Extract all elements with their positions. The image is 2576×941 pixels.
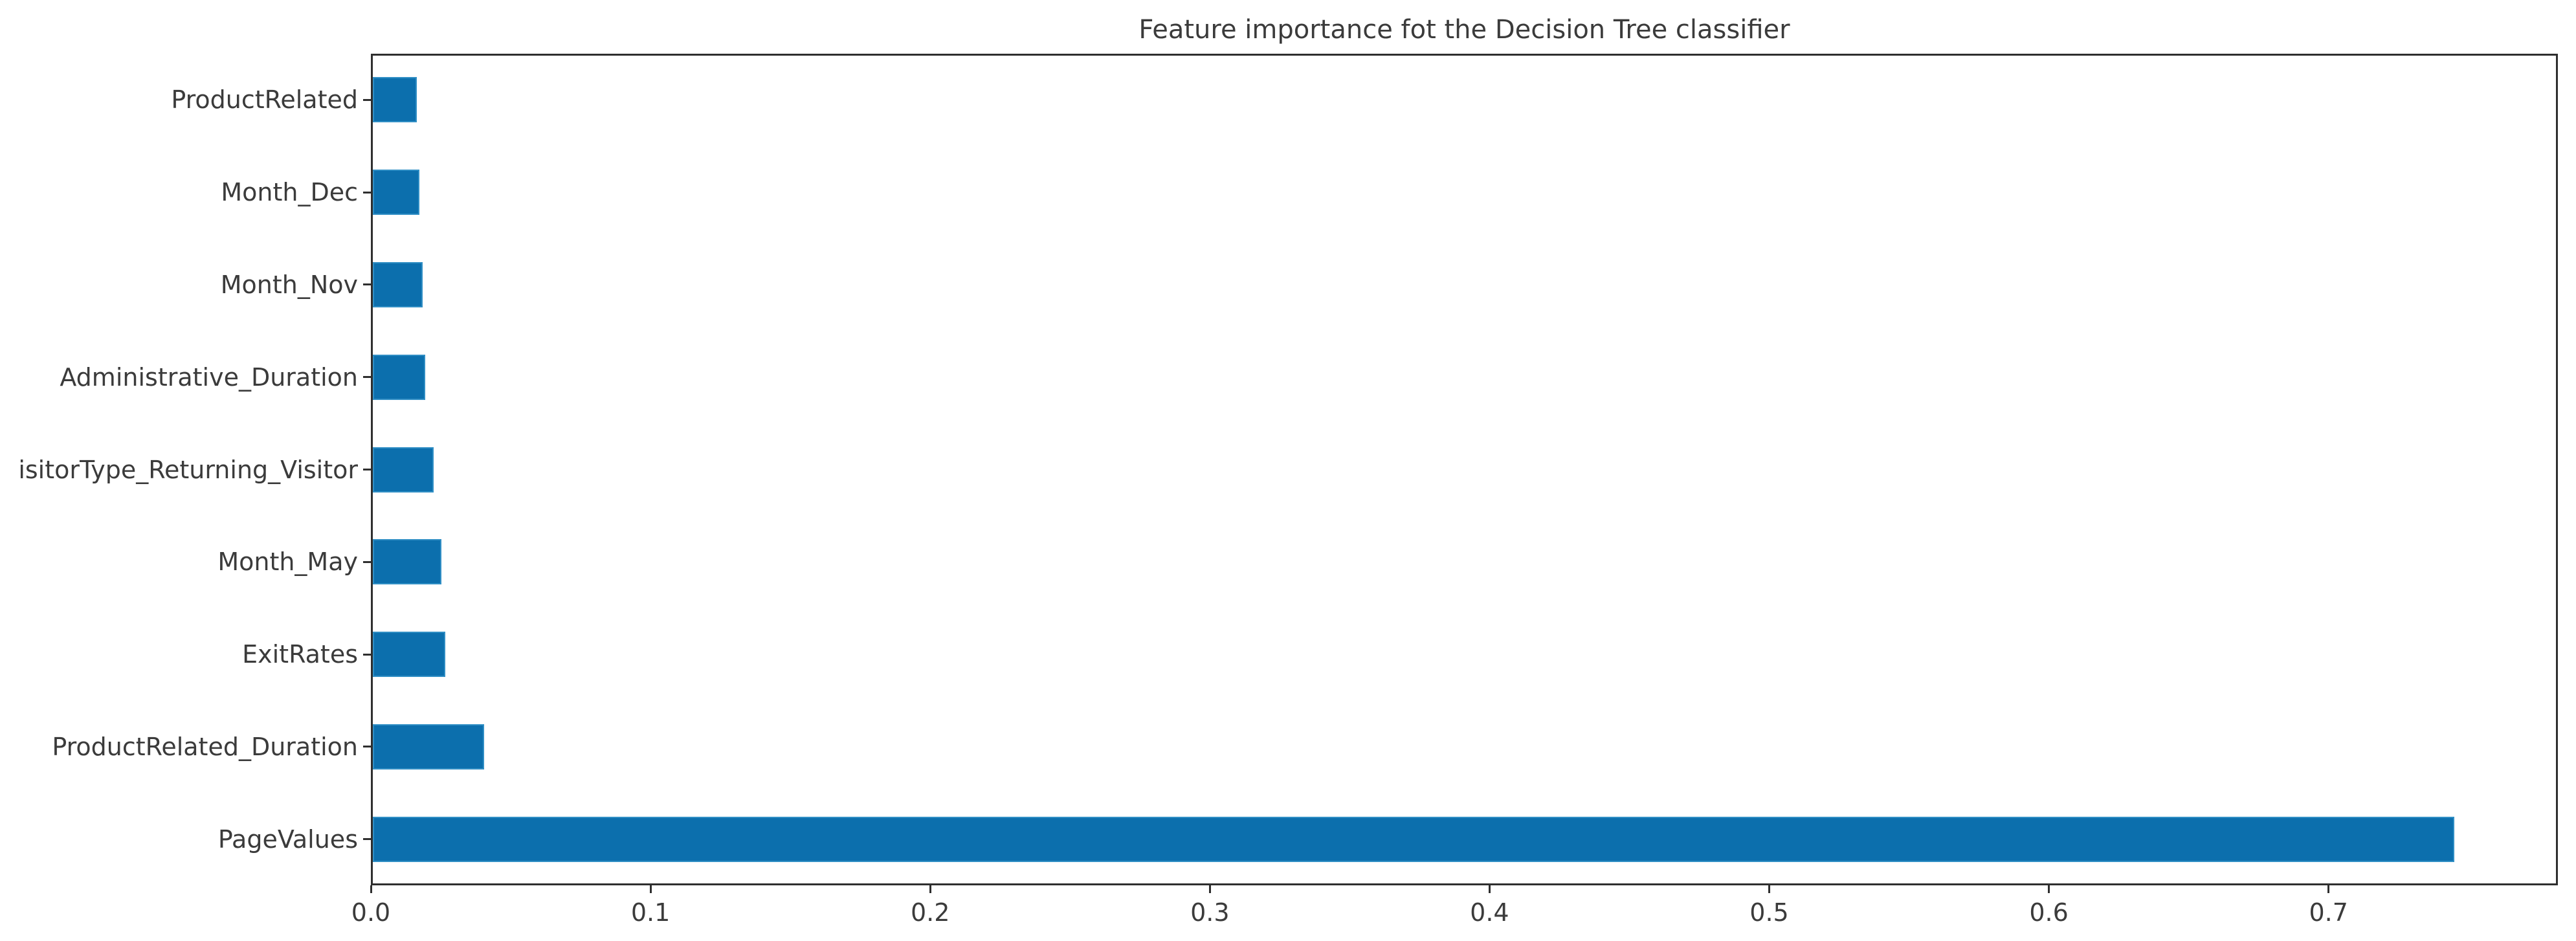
x-tick-label-0.0: 0.0 [351, 898, 391, 927]
y-tick-label-exitrates: ExitRates [242, 640, 358, 669]
x-tick-mark [2048, 885, 2050, 893]
bar-month-dec [373, 170, 419, 216]
x-tick-mark [1488, 885, 1491, 893]
y-tick-mark [363, 191, 371, 194]
y-tick-label-pagevalues: PageValues [217, 825, 358, 854]
y-tick-label-isitortype-returning-visitor: isitorType_Returning_Visitor [18, 455, 358, 484]
x-tick-label-0.2: 0.2 [910, 898, 950, 927]
x-tick-label-0.6: 0.6 [2029, 898, 2069, 927]
y-tick-mark [363, 376, 371, 379]
bar-pagevalues [373, 816, 2455, 862]
y-tick-label-productrelated-duration: ProductRelated_Duration [52, 732, 358, 761]
x-tick-label-0.7: 0.7 [2309, 898, 2348, 927]
x-tick-label-0.1: 0.1 [630, 898, 671, 927]
y-tick-mark [363, 98, 371, 101]
y-tick-label-productrelated: ProductRelated [171, 85, 358, 115]
y-tick-mark [363, 469, 371, 470]
x-tick-mark [370, 885, 372, 893]
y-tick-label-administrative-duration: Administrative_Duration [60, 362, 358, 392]
bar-exitrates [373, 632, 445, 678]
y-tick-label-month-may: Month_May [217, 548, 358, 577]
y-tick-mark [363, 560, 371, 563]
chart-title: Feature importance fot the Decision Tree… [1138, 15, 1790, 45]
y-tick-mark [363, 283, 371, 286]
x-tick-mark [2327, 885, 2330, 893]
bar-month-may [373, 539, 441, 585]
bar-month-nov [373, 261, 423, 307]
y-tick-label-month-dec: Month_Dec [221, 178, 358, 207]
bar-isitortype-returning-visitor [373, 447, 434, 493]
x-tick-label-0.3: 0.3 [1190, 898, 1230, 927]
y-tick-label-month-nov: Month_Nov [220, 270, 358, 299]
bar-administrative-duration [373, 354, 426, 400]
x-tick-mark [649, 885, 652, 893]
y-tick-mark [363, 746, 371, 748]
x-tick-label-0.4: 0.4 [1470, 898, 1509, 927]
y-tick-mark [363, 653, 371, 656]
x-tick-mark [1768, 885, 1770, 893]
bar-productrelated-duration [373, 724, 484, 769]
plot-area [371, 54, 2558, 885]
x-tick-mark [929, 885, 931, 893]
bar-productrelated [373, 77, 417, 123]
x-tick-mark [1208, 885, 1211, 893]
x-tick-label-0.5: 0.5 [1749, 898, 1789, 927]
y-tick-mark [363, 838, 371, 841]
